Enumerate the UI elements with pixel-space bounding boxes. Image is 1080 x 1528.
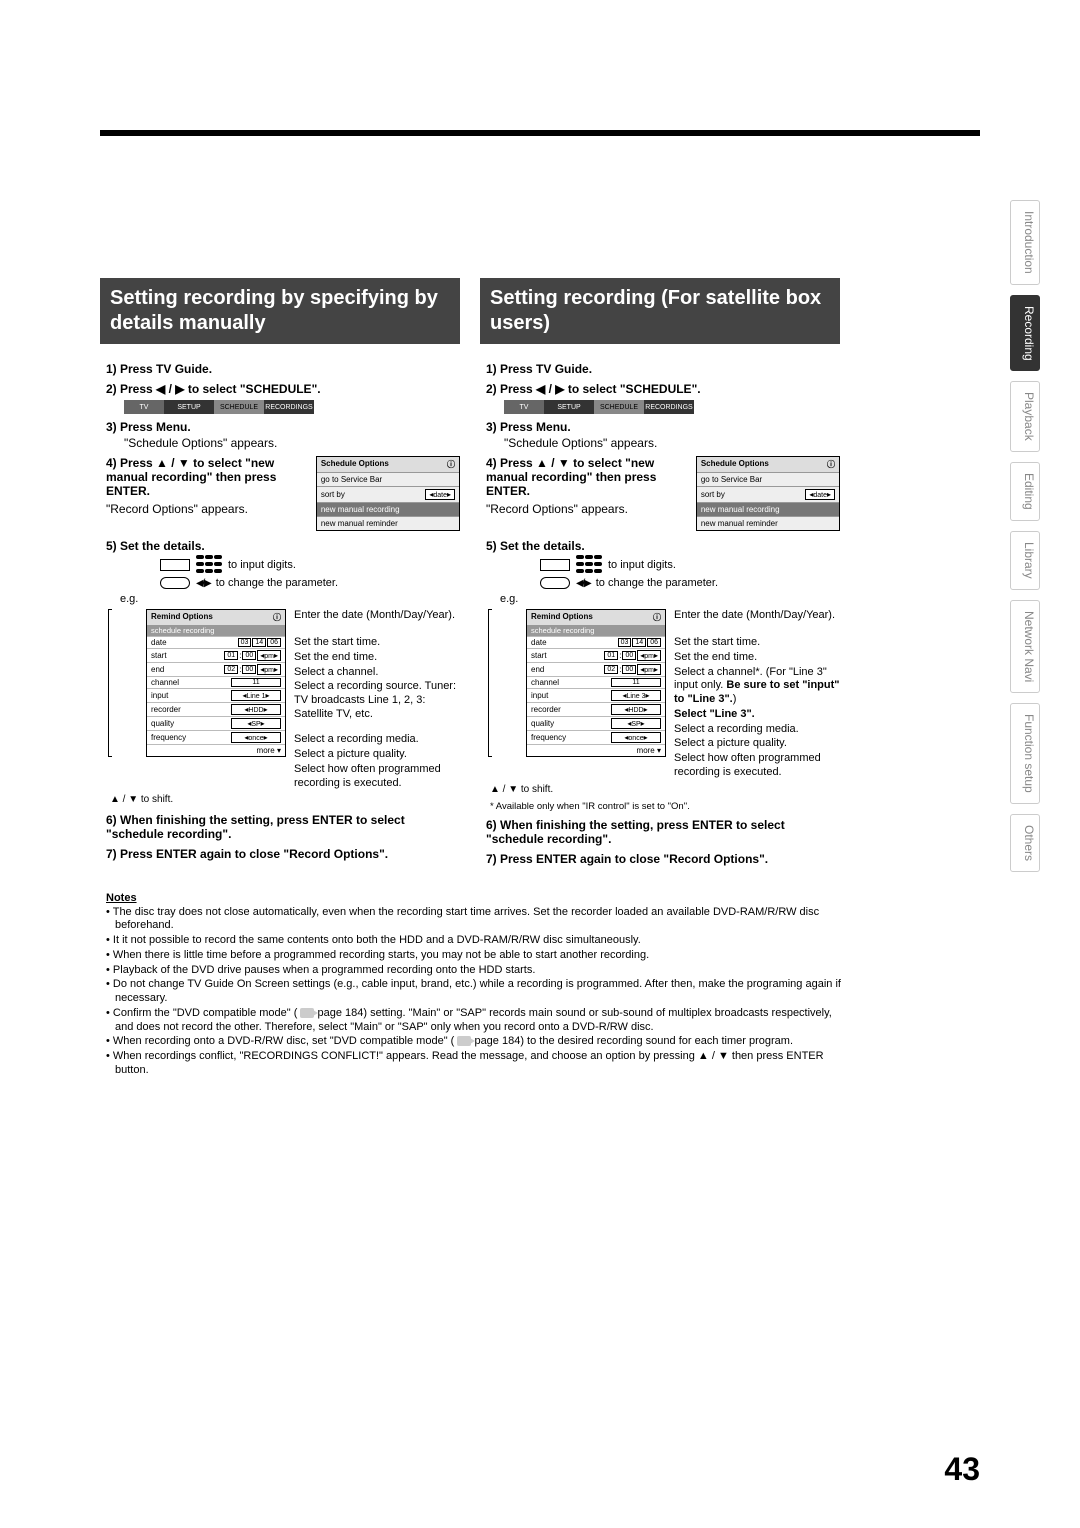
note-item: It it not possible to record the same co… bbox=[115, 934, 846, 948]
nav-tab: SETUP bbox=[544, 400, 594, 414]
l-step3: 3) Press Menu. bbox=[106, 420, 460, 434]
l-step2: 2) Press ◀ / ▶ to select "SCHEDULE". bbox=[106, 382, 460, 396]
r-step5: 5) Set the details. bbox=[486, 539, 840, 553]
info-icon: ⓘ bbox=[273, 612, 281, 623]
notes-section: Notes The disc tray does not close autom… bbox=[106, 892, 846, 1078]
nav-tab: SETUP bbox=[164, 400, 214, 414]
l-step4-sub: "Record Options" appears. bbox=[106, 502, 310, 516]
r-annotations: Enter the date (Month/Day/Year). Set the… bbox=[674, 609, 840, 780]
section-tab-recording[interactable]: Recording bbox=[1010, 295, 1040, 372]
r-step3: 3) Press Menu. bbox=[486, 420, 840, 434]
page-number: 43 bbox=[944, 1451, 980, 1488]
nav-tab: RECORDINGS bbox=[644, 400, 694, 414]
hint-param: ◀ / ▶ to change the parameter. bbox=[160, 577, 460, 589]
opts-row-selected: new manual recording bbox=[317, 502, 459, 516]
right-column: Setting recording (For satellite box use… bbox=[480, 278, 840, 868]
section-tab-others[interactable]: Others bbox=[1010, 814, 1040, 872]
note-item: When recording onto a DVD-R/RW disc, set… bbox=[115, 1035, 846, 1049]
left-column: Setting recording by specifying by detai… bbox=[100, 278, 460, 868]
r-step2: 2) Press ◀ / ▶ to select "SCHEDULE". bbox=[486, 382, 840, 396]
hint-param: ◀ / ▶ to change the parameter. bbox=[540, 577, 840, 589]
section-tabs: Introduction Recording Playback Editing Libr… bbox=[1010, 200, 1040, 872]
r-nav-strip: TV SETUP SCHEDULE RECORDINGS bbox=[504, 400, 694, 414]
notes-title: Notes bbox=[106, 892, 846, 904]
bracket-icon bbox=[108, 609, 112, 757]
section-tab-function-setup[interactable]: Function setup bbox=[1010, 703, 1040, 804]
l-annotations: Enter the date (Month/Day/Year). Set the… bbox=[294, 609, 460, 790]
nav-tab: RECORDINGS bbox=[264, 400, 314, 414]
keypad-icon bbox=[196, 555, 222, 575]
section-tab-library[interactable]: Library bbox=[1010, 531, 1040, 590]
nav-tab: TV bbox=[124, 400, 164, 414]
l-remind-panel: Remind Optionsⓘ schedule recording date0… bbox=[146, 609, 286, 757]
nav-tab: TV bbox=[504, 400, 544, 414]
section-tab-editing[interactable]: Editing bbox=[1010, 462, 1040, 521]
r-step4: 4) Press ▲ / ▼ to select "new manual rec… bbox=[486, 456, 690, 516]
note-item: Playback of the DVD drive pauses when a … bbox=[115, 964, 846, 978]
nav-tab: SCHEDULE bbox=[214, 400, 264, 414]
note-item: When recordings conflict, "RECORDINGS CO… bbox=[115, 1050, 846, 1078]
section-tab-playback[interactable]: Playback bbox=[1010, 381, 1040, 452]
opts-row: new manual reminder bbox=[697, 516, 839, 530]
opts-row: go to Service Bar bbox=[697, 472, 839, 486]
opts-row: sort bydate bbox=[317, 486, 459, 502]
opts-row: sort bydate bbox=[697, 486, 839, 502]
r-remind-panel: Remind Optionsⓘ schedule recording date0… bbox=[526, 609, 666, 757]
hint-digits: to input digits. bbox=[160, 555, 460, 575]
hint-digits: to input digits. bbox=[540, 555, 840, 575]
r-step3-sub: "Schedule Options" appears. bbox=[504, 436, 840, 450]
r-step4-sub: "Record Options" appears. bbox=[486, 502, 690, 516]
l-step1: 1) Press TV Guide. bbox=[106, 362, 460, 376]
page-ref-icon bbox=[300, 1008, 314, 1018]
opts-row-selected: new manual recording bbox=[697, 502, 839, 516]
opts-row: new manual reminder bbox=[317, 516, 459, 530]
r-schedule-options-panel: Schedule Optionsⓘ go to Service Bar sort… bbox=[696, 456, 840, 531]
eg-label: e.g. bbox=[120, 593, 460, 605]
info-icon: ⓘ bbox=[653, 612, 661, 623]
nav-tab: SCHEDULE bbox=[594, 400, 644, 414]
section-tab-introduction[interactable]: Introduction bbox=[1010, 200, 1040, 285]
opts-row: go to Service Bar bbox=[317, 472, 459, 486]
l-step6: 6) When finishing the setting, press ENT… bbox=[106, 813, 460, 841]
note-item: When there is little time before a progr… bbox=[115, 949, 846, 963]
eg-label: e.g. bbox=[500, 593, 840, 605]
l-shift-note: ▲ / ▼ to shift. bbox=[110, 794, 460, 805]
keypad-icon bbox=[576, 555, 602, 575]
note-item: Do not change TV Guide On Screen setting… bbox=[115, 978, 846, 1006]
l-step3-sub: "Schedule Options" appears. bbox=[124, 436, 460, 450]
l-step4: 4) Press ▲ / ▼ to select "new manual rec… bbox=[106, 456, 310, 516]
r-shift-note: ▲ / ▼ to shift. bbox=[490, 784, 840, 795]
note-item: Confirm the "DVD compatible mode" ( page… bbox=[115, 1007, 846, 1035]
r-asterisk-note: * Available only when "IR control" is se… bbox=[490, 801, 840, 812]
r-step7: 7) Press ENTER again to close "Record Op… bbox=[486, 852, 840, 866]
l-step7: 7) Press ENTER again to close "Record Op… bbox=[106, 847, 460, 861]
section-tab-network-navi[interactable]: Network Navi bbox=[1010, 600, 1040, 693]
page-ref-icon bbox=[457, 1036, 471, 1046]
l-schedule-options-panel: Schedule Optionsⓘ go to Service Bar sort… bbox=[316, 456, 460, 531]
l-step5: 5) Set the details. bbox=[106, 539, 460, 553]
left-heading: Setting recording by specifying by detai… bbox=[100, 278, 460, 344]
bracket-icon bbox=[488, 609, 492, 757]
l-nav-strip: TV SETUP SCHEDULE RECORDINGS bbox=[124, 400, 314, 414]
note-item: The disc tray does not close automatical… bbox=[115, 906, 846, 934]
r-step6: 6) When finishing the setting, press ENT… bbox=[486, 818, 840, 846]
right-heading: Setting recording (For satellite box use… bbox=[480, 278, 840, 344]
info-icon: ⓘ bbox=[447, 459, 455, 470]
r-step1: 1) Press TV Guide. bbox=[486, 362, 840, 376]
info-icon: ⓘ bbox=[827, 459, 835, 470]
page-content: Setting recording by specifying by detai… bbox=[100, 130, 980, 1079]
